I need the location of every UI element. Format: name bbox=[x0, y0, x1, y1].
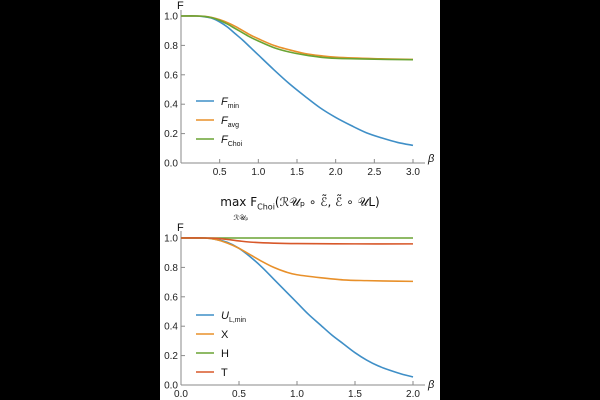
chart-top-x-tick-label: 2.5 bbox=[367, 167, 381, 178]
chart-top-x-tick-label: 1.0 bbox=[251, 167, 265, 178]
chart-top-x-tick-label: 3.0 bbox=[406, 167, 420, 178]
chart-bottom-y-tick-label: 0.4 bbox=[164, 322, 178, 333]
chart-bottom-title-under: ℛ𝒰ₚ bbox=[233, 214, 249, 223]
chart-bottom-y-label: F bbox=[177, 222, 184, 234]
chart-top-y-tick-label: 0.6 bbox=[164, 70, 178, 81]
chart-top-legend-label-f-choi: FChoi bbox=[221, 134, 243, 148]
chart-top-x-tick-label: 1.5 bbox=[290, 167, 304, 178]
chart-top-y-tick-label: 0.2 bbox=[164, 129, 178, 140]
chart-bottom-x-tick-label: 0.5 bbox=[232, 389, 246, 400]
chart-top-y-tick-label: 1.0 bbox=[164, 12, 178, 23]
chart-bottom-y-tick-label: 0.2 bbox=[164, 351, 178, 362]
chart-top-series-f-choi-line bbox=[180, 15, 414, 61]
chart-bottom-x-tick-label: 1.0 bbox=[290, 389, 304, 400]
chart-bottom-legend-label-t: T bbox=[221, 367, 228, 379]
chart-top-y-tick-label: 0.0 bbox=[164, 159, 178, 170]
chart-bottom-series-u-l-min-line bbox=[180, 237, 414, 378]
chart-bottom: F β 0.0 0.2 0.4 0.6 0.8 1.0 0.0 0.5 1.0 1.5 2.0 UL… bbox=[164, 222, 435, 400]
chart-top-x-tick-label: 0.5 bbox=[213, 167, 227, 178]
chart-top-legend-label-f-min: Fmin bbox=[221, 96, 239, 110]
chart-top-y-label: F bbox=[177, 0, 184, 12]
chart-top-x-tick-label: 2.0 bbox=[329, 167, 343, 178]
chart-top-y-tick-label: 0.8 bbox=[164, 41, 178, 52]
chart-bottom-y-tick-label: 0.0 bbox=[164, 381, 178, 392]
chart-bottom-y-tick-label: 1.0 bbox=[164, 234, 178, 245]
chart-bottom-title-lead: max F bbox=[220, 195, 258, 209]
chart-bottom-title: max FChoi(ℛ𝒰ₚ ∘ ℰ̃, ℰ̃ ∘ 𝒰L) ℛ𝒰ₚ bbox=[160, 195, 440, 222]
chart-top-x-label: β bbox=[427, 153, 435, 165]
chart-bottom-x-label: β bbox=[427, 379, 435, 391]
chart-bottom-x-tick-label: 0.0 bbox=[174, 389, 188, 400]
chart-bottom-legend-label-x: X bbox=[221, 329, 229, 341]
chart-bottom-series-t-line bbox=[180, 237, 414, 245]
chart-bottom-x-tick-label: 2.0 bbox=[406, 389, 420, 400]
chart-bottom-title-sub: Choi bbox=[257, 202, 275, 212]
chart-top: F β 0.0 0.2 0.4 0.6 0.8 1.0 0.5 1.0 1.5 2.0 2.5 3.0… bbox=[164, 0, 435, 178]
figure-panel: F β 0.0 0.2 0.4 0.6 0.8 1.0 0.5 1.0 1.5 2.0 2.5 3.0… bbox=[160, 0, 440, 400]
chart-bottom-series-x-line bbox=[180, 237, 414, 283]
chart-bottom-y-tick-label: 0.6 bbox=[164, 292, 178, 303]
chart-bottom-y-tick-label: 0.8 bbox=[164, 263, 178, 274]
chart-top-series-f-min-line bbox=[180, 15, 414, 147]
chart-bottom-x-tick-label: 1.5 bbox=[348, 389, 362, 400]
figure-svg: F β 0.0 0.2 0.4 0.6 0.8 1.0 0.5 1.0 1.5 2.0 2.5 3.0… bbox=[164, 0, 435, 400]
chart-top-legend-label-f-avg: Favg bbox=[221, 115, 239, 129]
chart-top-y-tick-label: 0.4 bbox=[164, 100, 178, 111]
chart-bottom-title-rest: (ℛ𝒰ₚ ∘ ℰ̃, ℰ̃ ∘ 𝒰L) bbox=[274, 195, 380, 209]
chart-bottom-legend-label-u-l-min: UL,min bbox=[221, 310, 246, 324]
chart-bottom-legend-label-h: H bbox=[221, 348, 229, 360]
